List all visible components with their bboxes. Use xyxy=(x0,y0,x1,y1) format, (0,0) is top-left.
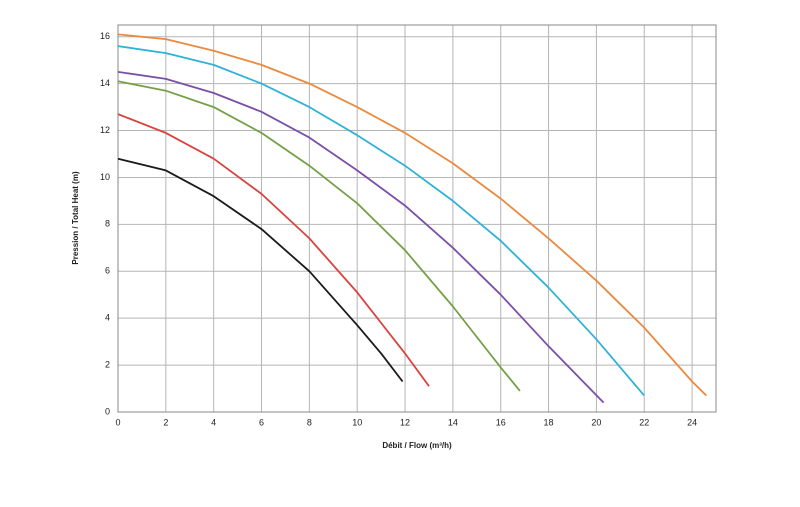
y-tick-label: 16 xyxy=(100,31,110,41)
y-tick-label: 14 xyxy=(100,78,110,88)
x-tick-label: 24 xyxy=(687,417,697,427)
y-tick-label: 4 xyxy=(105,313,110,323)
x-axis-title: Débit / Flow (m³/h) xyxy=(382,441,452,450)
pump-curve xyxy=(117,80,521,392)
plot-frame xyxy=(117,24,717,413)
pump-curve xyxy=(117,71,605,404)
y-tick-label: 12 xyxy=(100,125,110,135)
y-tick-label: 6 xyxy=(105,266,110,276)
x-tick-label: 18 xyxy=(544,417,554,427)
pump-curve xyxy=(117,45,645,397)
x-tick-label: 10 xyxy=(352,417,362,427)
pump-curve xyxy=(117,33,708,397)
x-tick-label: 0 xyxy=(115,417,120,427)
pump-curve xyxy=(117,113,430,387)
x-tick-label: 20 xyxy=(591,417,601,427)
x-tick-label: 16 xyxy=(496,417,506,427)
pump-curve xyxy=(117,157,404,383)
y-tick-label: 10 xyxy=(100,172,110,182)
x-tick-label: 2 xyxy=(163,417,168,427)
x-tick-label: 14 xyxy=(448,417,458,427)
y-tick-label: 2 xyxy=(105,359,110,369)
y-tick-label: 8 xyxy=(105,219,110,229)
x-tick-label: 4 xyxy=(211,417,216,427)
x-tick-label: 22 xyxy=(639,417,649,427)
x-tick-label: 12 xyxy=(400,417,410,427)
x-tick-label: 8 xyxy=(307,417,312,427)
x-tick-label: 6 xyxy=(259,417,264,427)
y-axis-title: Pression / Total Heat (m) xyxy=(71,171,80,265)
y-tick-label: 0 xyxy=(105,406,110,416)
